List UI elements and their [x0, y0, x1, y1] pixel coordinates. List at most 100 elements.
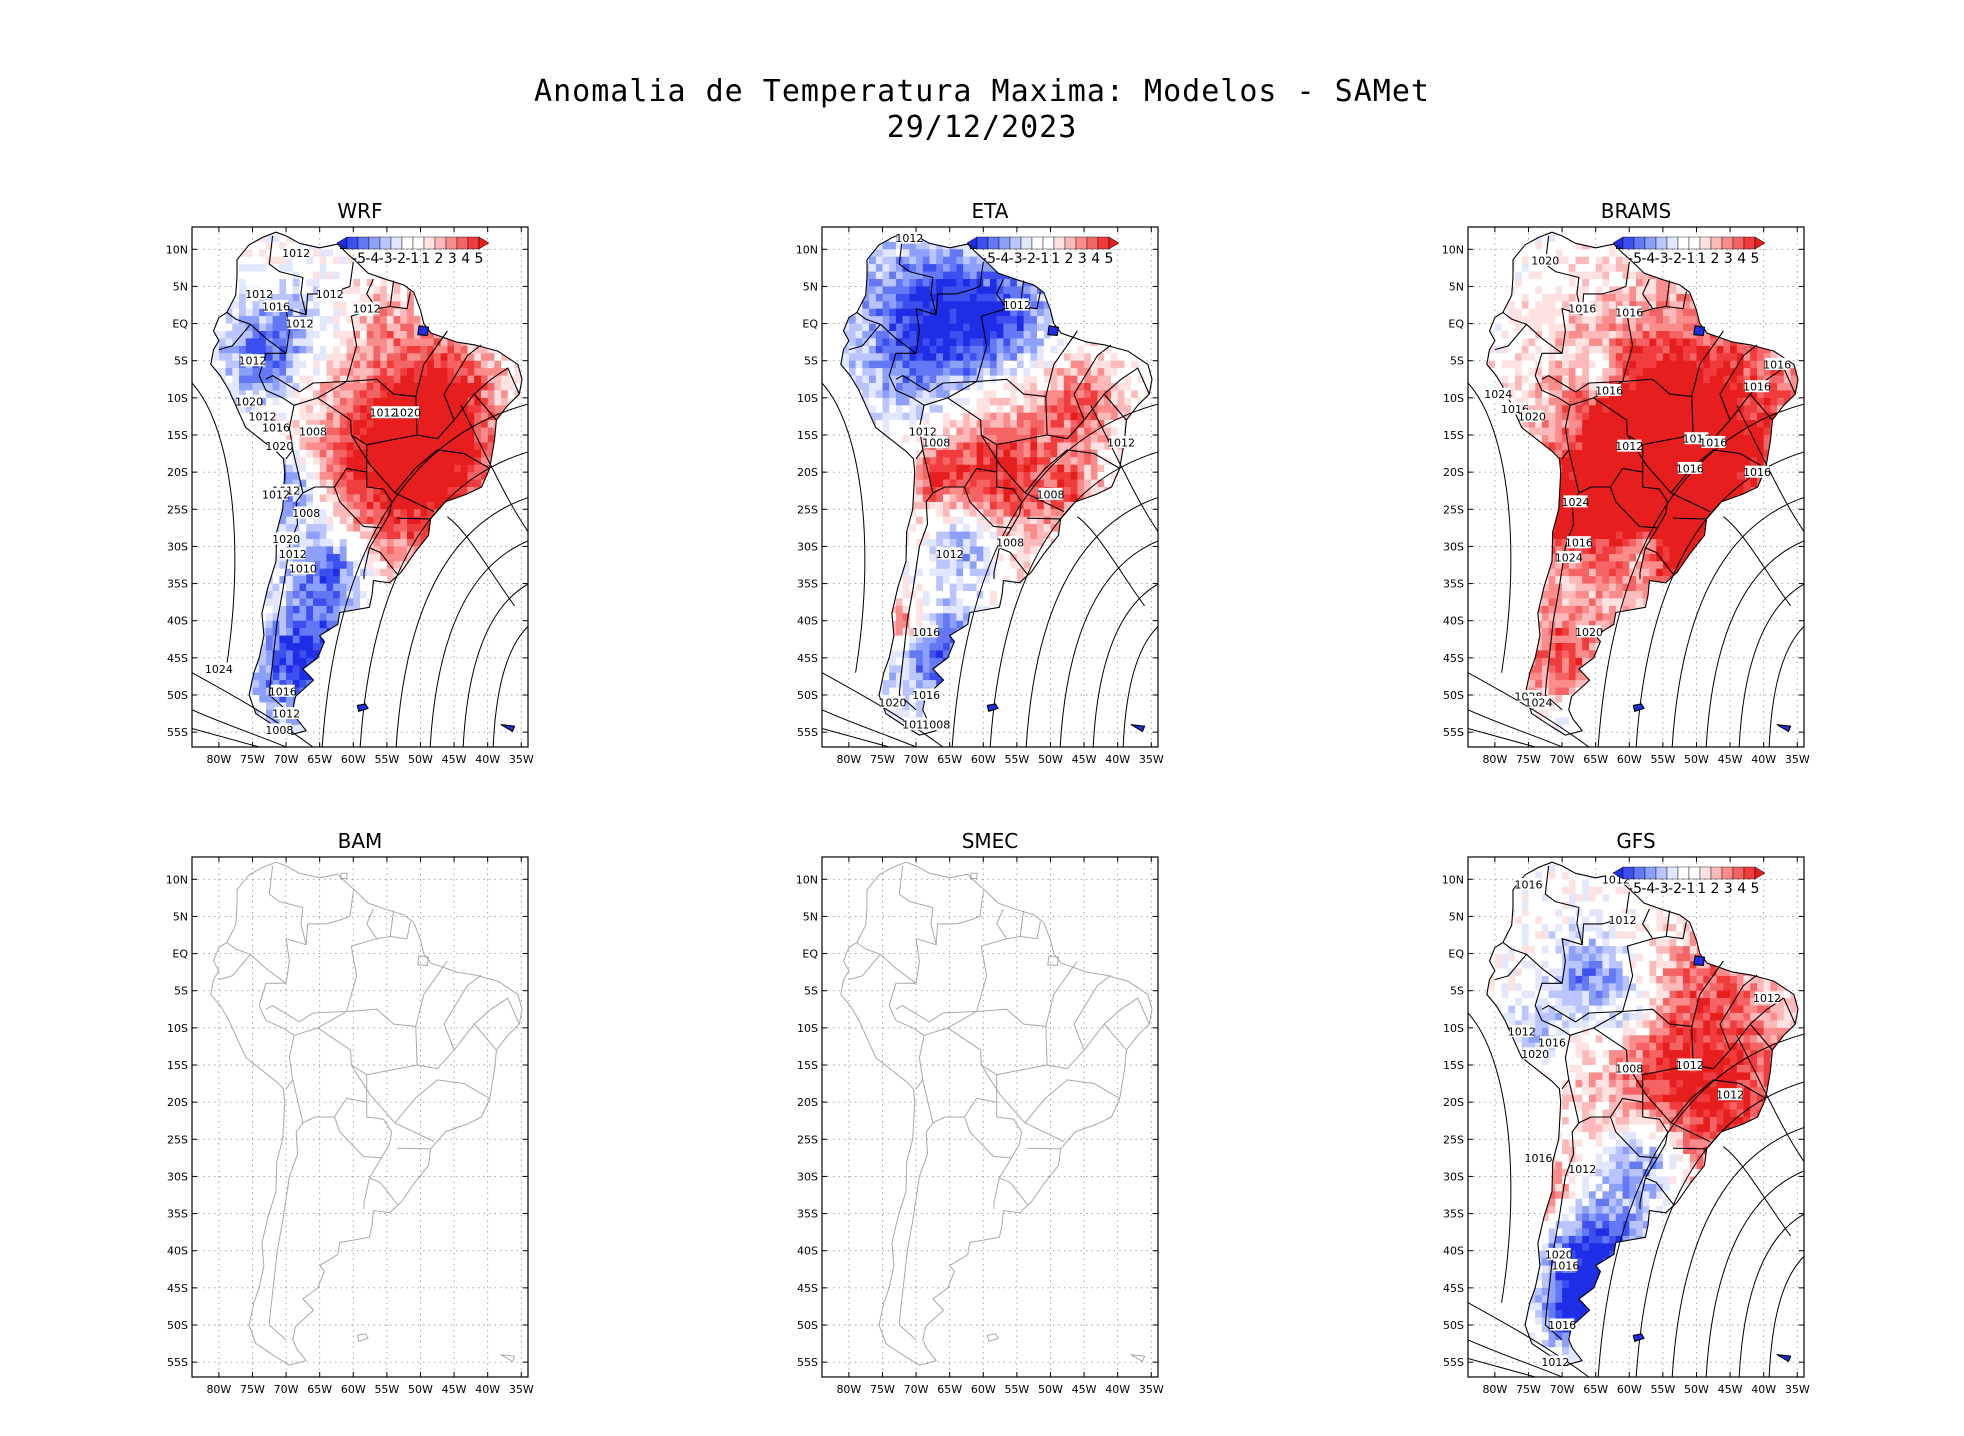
- country-border: [346, 938, 377, 1012]
- country-border: [1670, 1079, 1766, 1124]
- country-border: [964, 1102, 1023, 1159]
- lat-tick-label: 35S: [1443, 1208, 1464, 1221]
- colorbar-label: -3: [1655, 881, 1669, 897]
- country-border: [268, 1122, 304, 1341]
- island: [1632, 1333, 1645, 1342]
- lon-tick-label: 45W: [442, 1383, 467, 1396]
- country-border: [317, 378, 416, 399]
- country-border: [390, 921, 411, 940]
- panel-smec: SMEC 80W 75W 70W 65W 60W 55W 50W 45W 40W 35W 10N 5N E…: [772, 822, 1172, 1422]
- lat-tick-label: 55S: [797, 726, 818, 739]
- country-border: [1622, 938, 1653, 1012]
- country-border: [396, 517, 431, 520]
- lat-tick-label: 10S: [167, 392, 188, 405]
- contour-label: 1024: [205, 662, 233, 676]
- map-outline-wrf: [210, 231, 523, 736]
- contour-label: 1016: [1699, 435, 1727, 449]
- contour-label: 1012: [1615, 439, 1643, 453]
- country-border: [1644, 1157, 1675, 1206]
- country-border: [1626, 1064, 1672, 1124]
- map-frame: [1467, 856, 1805, 1378]
- country-border: [366, 1023, 497, 1076]
- contour-label: 1020: [393, 406, 421, 420]
- svg-text:1020: 1020: [235, 396, 263, 409]
- country-border: [1719, 344, 1758, 421]
- country-border: [1494, 311, 1528, 351]
- lon-tick-label: 75W: [1516, 753, 1541, 766]
- country-border: [1026, 517, 1061, 520]
- country-border: [394, 492, 435, 512]
- lon-tick-label: 45W: [442, 753, 467, 766]
- figure-title: Anomalia de Temperatura Maxima: Modelos …: [0, 74, 1964, 146]
- contour-label: 1012: [1541, 1355, 1569, 1369]
- lon-tick-label: 70W: [274, 753, 299, 766]
- colorbar-eta: -5 -4 -3 -2 -1 1 2 3 4 5: [966, 236, 1120, 267]
- country-border: [1642, 278, 1671, 310]
- contour-label: 1008: [996, 536, 1024, 550]
- axis-ticks: 80W 75W 70W 65W 60W 55W 50W 45W 40W 35W 10N 5N EQ 5S 1…: [1442, 227, 1810, 766]
- contour-label: 1020: [1521, 1047, 1549, 1061]
- country-border: [1024, 449, 1120, 494]
- lon-tick-label: 65W: [307, 1383, 332, 1396]
- axis-ticks: 80W 75W 70W 65W 60W 55W 50W 45W 40W 35W 10N 5N EQ 5S 1…: [1442, 857, 1810, 1396]
- island: [1047, 955, 1059, 966]
- lat-tick-label: 30S: [167, 540, 188, 553]
- contour-label: 1012: [286, 317, 314, 331]
- country-border: [922, 1027, 998, 1124]
- country-border: [1639, 547, 1646, 573]
- country-border: [1020, 921, 1041, 940]
- contour-label: 1012: [1003, 298, 1031, 312]
- lat-tick-label: 25S: [797, 1133, 818, 1146]
- lon-tick-label: 60W: [1617, 1383, 1642, 1396]
- lon-tick-label: 35W: [509, 1383, 534, 1396]
- anomaly-field-eta: [840, 232, 1153, 736]
- contour-label: 1016: [262, 299, 290, 313]
- contour-label: 1008: [922, 435, 950, 449]
- lat-tick-label: 25S: [1443, 503, 1464, 516]
- contour-label: 1024: [1562, 495, 1590, 509]
- lat-tick-label: 10S: [797, 1022, 818, 1035]
- panel-brams: BRAMS 1020 1016 1016 1016 1016 1016 1024 1016 102…: [1418, 192, 1818, 792]
- contour-label: 1012: [1716, 1088, 1744, 1102]
- lat-tick-label: 55S: [1443, 1356, 1464, 1369]
- lat-tick-label: 15S: [797, 1059, 818, 1072]
- island: [1776, 724, 1792, 732]
- lat-tick-label: 5S: [1450, 985, 1464, 998]
- lat-tick-label: 55S: [797, 1356, 818, 1369]
- lat-tick-label: 45S: [1443, 1282, 1464, 1295]
- svg-text:1012: 1012: [316, 288, 344, 301]
- country-border: [1666, 291, 1687, 310]
- colorbar-label: 3: [1078, 251, 1087, 267]
- contour-label: 1008: [299, 424, 327, 438]
- lat-tick-label: 25S: [167, 503, 188, 516]
- contour-label: 1024: [1555, 551, 1583, 565]
- lon-tick-label: 60W: [1617, 753, 1642, 766]
- svg-text:1020: 1020: [265, 440, 293, 453]
- contour-label: 1016: [1568, 302, 1596, 316]
- lat-tick-label: 5S: [1450, 355, 1464, 368]
- svg-text:1012: 1012: [238, 355, 266, 368]
- colorbar-label: 2: [1711, 251, 1720, 267]
- lat-tick-label: EQ: [172, 318, 188, 331]
- map-frame: [191, 226, 529, 748]
- coastline: [210, 861, 523, 1366]
- colorbar-brams: -5 -4 -3 -2 -1 1 2 3 4 5: [1612, 236, 1766, 267]
- coastline: [1486, 861, 1799, 1366]
- lat-tick-label: 25S: [1443, 1133, 1464, 1146]
- island: [1776, 1354, 1792, 1362]
- panel-title-bam: BAM: [338, 829, 383, 853]
- contour-label: 1020: [1518, 409, 1546, 423]
- country-border: [390, 291, 411, 310]
- lat-tick-label: 30S: [797, 540, 818, 553]
- lon-tick-label: 40W: [475, 1383, 500, 1396]
- country-border: [292, 1027, 368, 1124]
- country-border: [998, 1157, 1028, 1206]
- lat-tick-label: EQ: [1448, 318, 1464, 331]
- country-border: [1670, 492, 1711, 512]
- lat-tick-label: 10N: [166, 243, 188, 256]
- country-border: [1609, 1102, 1669, 1159]
- lon-tick-label: 80W: [206, 1383, 231, 1396]
- island: [356, 703, 369, 712]
- isobar-contours-brams: [1468, 382, 1804, 747]
- colorbar-label: -2: [1668, 881, 1682, 897]
